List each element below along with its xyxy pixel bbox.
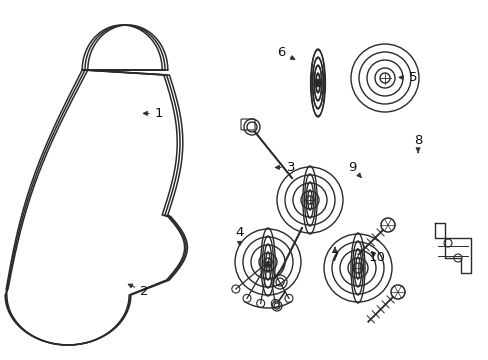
Text: 4: 4: [235, 226, 244, 246]
Text: 10: 10: [367, 251, 384, 264]
Text: 5: 5: [398, 71, 417, 84]
Text: 8: 8: [413, 134, 422, 153]
Text: 2: 2: [128, 284, 148, 298]
Circle shape: [314, 80, 321, 87]
Text: 7: 7: [330, 248, 339, 264]
Text: 9: 9: [347, 161, 361, 177]
Text: 6: 6: [276, 46, 294, 59]
Text: 1: 1: [143, 107, 163, 120]
Text: 3: 3: [275, 161, 295, 174]
